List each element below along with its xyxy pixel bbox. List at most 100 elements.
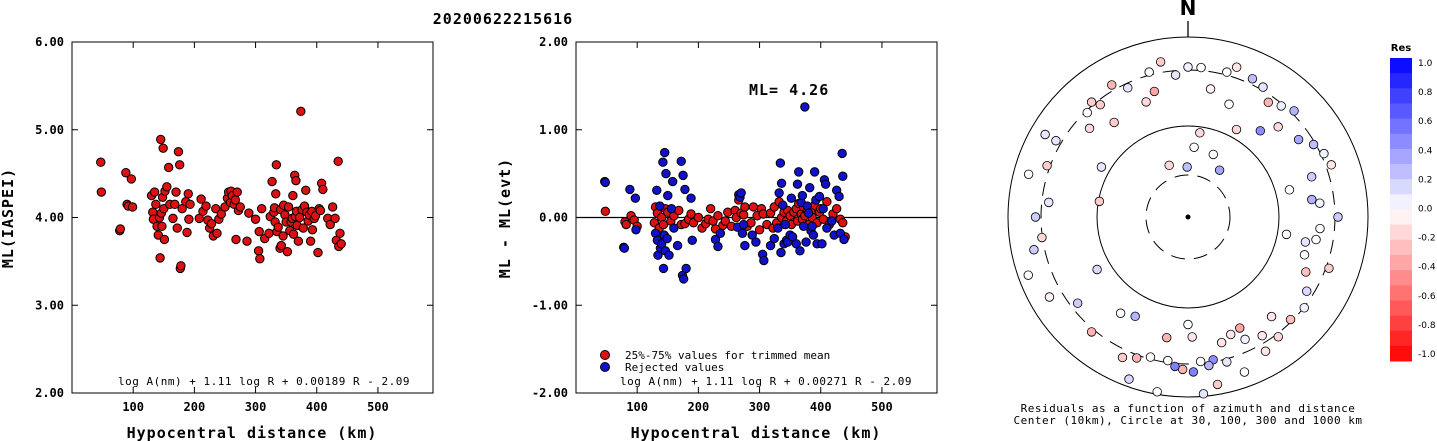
ml-point-accepted <box>231 234 241 245</box>
residual-point-accepted <box>740 202 750 212</box>
residual-point-rejected <box>678 274 689 284</box>
circle-30km <box>1145 174 1231 260</box>
residual-y-tick-label: -2.00 <box>532 386 568 400</box>
station-residual-point <box>1115 308 1126 318</box>
station-residual-point <box>1044 292 1055 302</box>
ml-point-accepted <box>127 202 138 212</box>
colorbar-tick-label: 0.0 <box>1418 205 1433 215</box>
residual-point-rejected <box>786 193 797 203</box>
colorbar-cell <box>1390 315 1412 332</box>
ml-point-accepted <box>163 162 174 173</box>
colorbar-cell <box>1390 254 1412 271</box>
ml-point-accepted <box>183 189 193 199</box>
station-residual-point <box>1255 126 1266 136</box>
station-residual-point <box>1276 101 1286 111</box>
station-residual-point <box>1231 62 1242 72</box>
station-residual-point <box>1273 332 1283 342</box>
station-residual-point <box>1044 197 1054 208</box>
legend: 25%-75% values for trimmed mean Rejected… <box>600 349 830 374</box>
ml-value-label: ML= 4.26 <box>749 81 829 99</box>
residual-point-rejected <box>740 240 750 251</box>
residual-point-rejected <box>776 247 786 258</box>
residual-point-accepted <box>838 218 848 228</box>
legend-marker-accepted <box>600 350 610 360</box>
station-residual-point <box>1086 97 1097 107</box>
ml-point-accepted <box>242 236 252 246</box>
residual-point-rejected <box>663 190 673 201</box>
residual-point-rejected <box>800 102 810 112</box>
residual-point-rejected <box>759 255 769 266</box>
legend-label-accepted: 25%-75% values for trimmed mean <box>625 349 830 362</box>
residual-point-rejected <box>631 225 641 235</box>
station-residual-point <box>1030 212 1041 222</box>
station-residual-point <box>1023 169 1034 179</box>
station-residual-point <box>1183 319 1193 330</box>
station-residual-point <box>1040 129 1050 140</box>
station-residual-point <box>1188 367 1199 377</box>
ml-point-accepted <box>174 160 185 170</box>
ml-point-accepted <box>307 225 318 235</box>
ml-point-accepted <box>159 234 170 245</box>
ml-point-accepted <box>296 106 306 117</box>
residual-point-rejected <box>794 167 804 177</box>
residual-point-rejected <box>814 191 825 202</box>
colorbar-cell <box>1390 285 1412 301</box>
station-residual-point <box>1208 149 1218 160</box>
residual-point-accepted <box>713 211 723 221</box>
ml-formula-label: log A(nm) + 1.11 log R + 0.00189 R - 2.0… <box>118 375 410 388</box>
ml-point-accepted <box>294 212 305 223</box>
residual-point-accepted <box>693 212 704 223</box>
colorbar-tick-label: -0.4 <box>1418 263 1436 273</box>
ml-point-accepted <box>250 214 261 224</box>
station-residual-point <box>1109 117 1119 128</box>
station-residual-point <box>1023 270 1033 280</box>
station-residual-point <box>1302 286 1312 296</box>
station-residual-point <box>1281 229 1292 240</box>
residual-x-tick-label: 500 <box>871 400 893 414</box>
residual-point-accepted <box>720 216 730 226</box>
station-residual-point <box>1107 80 1117 90</box>
residual-point-accepted <box>658 219 669 230</box>
station-residual-point <box>1306 172 1317 182</box>
residual-y-tick-label: 2.00 <box>539 35 568 49</box>
north-label: N <box>1180 0 1197 20</box>
residual-axis-ticks: 100 200 300 400 500 -2.00 -1.00 0.00 1.00 2.00 <box>532 35 937 414</box>
ml-point-accepted <box>305 236 316 246</box>
ml-x-tick-label: 400 <box>306 400 328 414</box>
ml-point-accepted <box>232 187 242 197</box>
ml-point-accepted <box>173 146 184 157</box>
station-residual-point <box>1307 194 1317 205</box>
residual-point-rejected <box>678 170 688 181</box>
colorbar-tick-label: 0.6 <box>1418 117 1433 127</box>
station-residual-point <box>1257 331 1267 341</box>
station-residual-point <box>1324 263 1334 274</box>
station-residual-point <box>1240 334 1250 345</box>
station-residual-point <box>1247 74 1258 84</box>
residual-x-tick-label: 200 <box>688 400 710 414</box>
ml-point-accepted <box>267 176 277 187</box>
azimuth-residual-panel: N Residuals as a function of azimuth and… <box>1007 0 1369 427</box>
station-residual-point <box>1311 234 1321 245</box>
circle-1000km <box>1007 36 1369 398</box>
ml-point-accepted <box>330 213 340 224</box>
station-residual-point <box>1231 124 1242 135</box>
residual-point-rejected <box>822 223 832 233</box>
residual-distance-panel: 100 200 300 400 500 -2.00 -1.00 0.00 1.00 2.00 ML… <box>496 35 938 441</box>
station-residual-point <box>1141 97 1151 107</box>
residual-point-rejected <box>662 233 672 244</box>
ml-point-accepted <box>253 246 264 256</box>
station-residual-point <box>1196 62 1206 73</box>
residual-x-tick-label: 400 <box>810 400 832 414</box>
legend-marker-rejected <box>600 362 610 372</box>
residual-point-rejected <box>797 190 808 201</box>
colorbar-tick-label: 0.4 <box>1418 146 1433 156</box>
residual-point-rejected <box>818 204 828 214</box>
ml-point-accepted <box>185 199 195 210</box>
residual-point-rejected <box>773 223 783 233</box>
residual-y-tick-label: 1.00 <box>539 123 568 137</box>
station-residual-point <box>1124 374 1134 384</box>
ml-point-accepted <box>212 228 222 238</box>
colorbar-tick-label: 0.2 <box>1418 175 1432 185</box>
ml-point-accepted <box>255 254 265 264</box>
residual-point-rejected <box>625 184 635 195</box>
